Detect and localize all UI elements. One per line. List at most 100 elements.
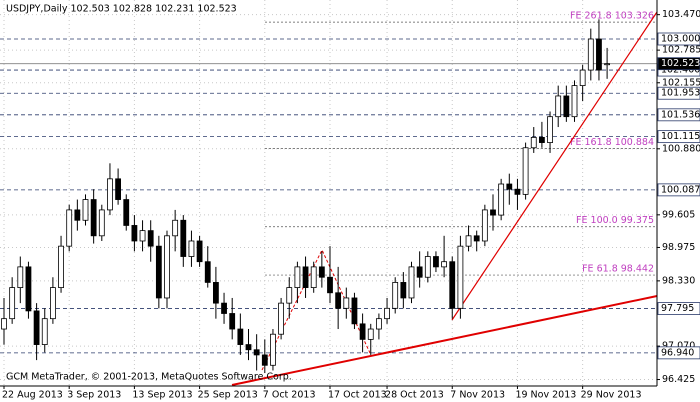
candle-body: [384, 307, 390, 320]
candle-body: [465, 235, 472, 247]
candles: [1, 19, 610, 374]
candle-body: [408, 266, 415, 299]
candle-body: [147, 230, 154, 247]
candle-body: [278, 302, 285, 335]
candle-body: [229, 313, 236, 330]
fibo-level-label: FE 100.0 99.375: [576, 215, 654, 226]
candle-body: [539, 137, 545, 143]
candle-body: [1, 318, 7, 330]
candle-body: [498, 183, 505, 216]
price-level-label: 100.087: [661, 184, 700, 195]
candle-body: [604, 63, 610, 66]
candle-body: [66, 209, 73, 247]
y-tick-label: 98.330: [662, 275, 695, 286]
candle-body: [522, 147, 529, 195]
candle-body: [596, 38, 602, 71]
price-level-label: 96.940: [661, 347, 694, 358]
candle-body: [449, 261, 456, 309]
x-tick-label: 28 Oct 2013: [385, 390, 444, 401]
price-level-label: 103.000: [661, 33, 700, 44]
price-level-box: [657, 57, 700, 71]
candle-body: [571, 85, 578, 118]
candle-body: [180, 219, 187, 257]
candle-body: [172, 219, 179, 237]
y-tick-label: 97.070: [662, 341, 695, 352]
candle-body: [343, 297, 350, 309]
chart-title: USDJPY,Daily 102.503 102.828 102.231 102…: [6, 4, 237, 15]
candle-body: [514, 188, 521, 195]
candle-body: [164, 235, 170, 299]
watermark: GCM MetaTrader, © 2001-2013, MetaQuotes …: [6, 372, 292, 383]
y-tick-label: 103.470: [662, 9, 700, 20]
x-tick-label: 29 Nov 2013: [581, 390, 642, 401]
y-tick-label: 102.785: [662, 45, 700, 56]
x-tick-label: 7 Oct 2013: [263, 390, 316, 401]
candle-body: [261, 354, 268, 366]
candle-body: [9, 287, 16, 320]
x-tick-label: 22 Aug 2013: [2, 390, 63, 401]
candle-body: [375, 318, 382, 330]
x-tick-label: 17 Oct 2013: [328, 390, 387, 401]
candle-body: [441, 261, 448, 268]
x-tick-label: 13 Sep 2013: [132, 390, 192, 401]
candle-body: [253, 349, 260, 356]
candle-body: [204, 261, 211, 283]
candle-body: [115, 178, 121, 200]
y-tick-label: 100.880: [662, 143, 700, 154]
candle-body: [212, 282, 219, 304]
candle-body: [359, 323, 366, 340]
y-tick-label: 102.155: [662, 77, 700, 88]
candle-body: [294, 266, 301, 288]
candle-body: [196, 240, 203, 263]
y-tick-label: 99.605: [662, 209, 695, 220]
candle-body: [50, 287, 56, 320]
price-level-box: [657, 130, 700, 144]
candle-body: [318, 266, 325, 278]
candle-body: [74, 209, 81, 221]
candle-body: [433, 256, 439, 268]
price-level-label: 97.795: [661, 303, 694, 314]
candle-body: [245, 344, 252, 351]
price-level-box: [657, 32, 700, 46]
candle-body: [25, 266, 32, 312]
candle-body: [506, 183, 513, 190]
x-tick-label: 3 Sep 2013: [67, 390, 121, 401]
candle-body: [41, 318, 48, 345]
price-level-box: [657, 183, 700, 197]
candle-body: [351, 297, 358, 325]
candle-body: [286, 287, 293, 304]
x-tick-label: 7 Nov 2013: [450, 390, 505, 401]
candle-body: [107, 178, 113, 211]
candle-body: [155, 245, 162, 299]
candle-body: [335, 292, 342, 309]
price-level-box: [657, 346, 700, 360]
candle-body: [530, 137, 537, 149]
candle-body: [490, 209, 496, 216]
price-level-box: [657, 108, 700, 122]
price-level-box: [657, 302, 700, 315]
candle-body: [424, 256, 431, 278]
candle-body: [400, 282, 407, 299]
fibo-level-label: FE 261.8 103.326: [570, 11, 654, 22]
y-tick-label: 96.425: [662, 374, 695, 385]
candle-body: [17, 266, 24, 288]
candle-body: [131, 225, 138, 242]
candle-body: [90, 199, 97, 237]
candle-body: [98, 209, 105, 237]
candle-body: [416, 266, 423, 278]
trend-line: [231, 295, 658, 386]
candle-body: [547, 116, 553, 143]
trend-line: [451, 11, 658, 321]
price-level-box: [657, 86, 700, 100]
candle-body: [302, 266, 309, 288]
fibo-level-label: FE 61.8 98.442: [582, 264, 654, 275]
x-tick-label: 19 Nov 2013: [515, 390, 576, 401]
axis-labels: 103.470 102.785 102.155 100.880 99.605 98.975…: [2, 9, 700, 401]
candle-body: [123, 199, 130, 226]
candle-body: [579, 69, 586, 87]
candle-body: [82, 199, 89, 221]
fibo-level-label: FE 161.8 100.884: [570, 137, 654, 148]
candle-body: [481, 209, 488, 242]
candle-body: [237, 328, 244, 345]
